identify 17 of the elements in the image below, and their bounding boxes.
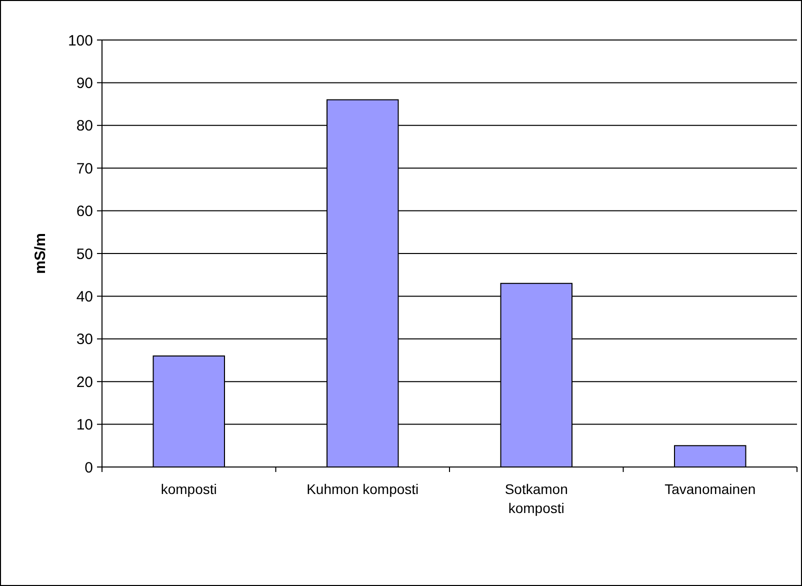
y-tick-label: 60 bbox=[76, 203, 93, 220]
y-tick-label: 50 bbox=[76, 246, 93, 263]
x-tick-label: komposti bbox=[160, 481, 217, 497]
x-tick-label: Tavanomainen bbox=[664, 481, 756, 497]
y-tick-label: 40 bbox=[76, 288, 93, 306]
y-tick-label: 80 bbox=[76, 118, 93, 135]
x-tick-label: Sotkamon komposti bbox=[504, 481, 568, 516]
y-tick-label: 10 bbox=[76, 416, 93, 434]
y-tick-label: 90 bbox=[76, 74, 93, 92]
y-tick-label: 70 bbox=[76, 160, 93, 178]
y-tick-label: 0 bbox=[84, 459, 93, 476]
y-tick-label: 20 bbox=[76, 374, 93, 391]
y-tick-label: 30 bbox=[76, 331, 93, 348]
y-axis-title: mS/m bbox=[32, 233, 49, 274]
bar bbox=[674, 445, 746, 468]
y-tick-label: 100 bbox=[68, 32, 93, 50]
x-tick-label: Kuhmon komposti bbox=[306, 481, 419, 497]
